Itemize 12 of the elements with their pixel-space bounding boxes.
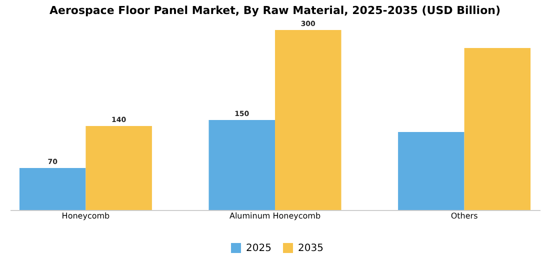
bar: [275, 30, 342, 210]
bar: [86, 126, 152, 210]
legend-label: 2025: [246, 243, 272, 254]
x-tick-label: Honeycomb: [62, 212, 110, 220]
bar: [208, 120, 275, 210]
chart-title: Aerospace Floor Panel Market, By Raw Material, 2025-2035 (USD Billion): [50, 4, 500, 17]
x-tick-label: Others: [450, 212, 478, 220]
x-tick-label: Aluminum Honeycomb: [229, 212, 321, 220]
bar: [19, 168, 86, 210]
bar: [398, 132, 464, 210]
bar: [464, 48, 531, 210]
legend-label: 2035: [298, 243, 324, 254]
